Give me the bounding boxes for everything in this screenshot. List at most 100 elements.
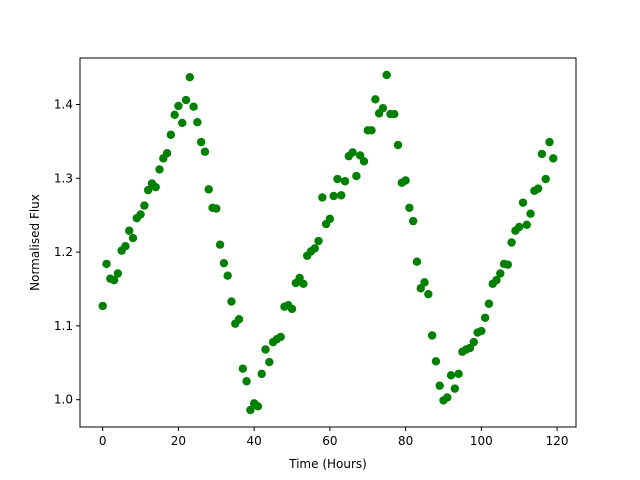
data-point: [371, 95, 380, 104]
data-point: [484, 299, 494, 308]
data-point: [253, 402, 263, 411]
x-axis-label: Time (Hours): [288, 457, 367, 471]
data-point: [215, 240, 225, 249]
data-point: [299, 279, 308, 289]
data-point: [405, 203, 414, 213]
data-point: [480, 313, 490, 322]
data-point: [200, 147, 210, 156]
data-point: [503, 260, 513, 269]
data-point: [265, 357, 274, 367]
data-point: [348, 148, 357, 157]
data-point: [424, 289, 433, 299]
x-tick-label: 80: [398, 434, 413, 448]
data-point: [541, 174, 550, 184]
data-point: [174, 101, 183, 111]
data-point: [246, 405, 255, 415]
y-tick-label: 1.0: [54, 393, 73, 407]
data-point: [477, 326, 486, 336]
data-point: [492, 275, 501, 285]
data-point: [435, 381, 444, 390]
y-axis: 1.0 1.1 1.2 1.3 1.4: [54, 97, 80, 407]
data-point: [234, 315, 244, 324]
data-point: [522, 220, 531, 229]
data-point: [325, 214, 335, 224]
data-point: [125, 226, 134, 235]
data-point: [102, 259, 111, 269]
data-point: [113, 269, 123, 278]
data-point: [367, 126, 376, 135]
data-point: [412, 257, 422, 266]
data-point: [219, 258, 229, 268]
data-point: [143, 185, 153, 195]
data-point: [549, 154, 558, 163]
data-point: [128, 233, 138, 243]
data-point: [227, 297, 236, 306]
data-point: [408, 216, 418, 226]
data-point: [261, 345, 270, 354]
y-axis-label: Normalised Flux: [28, 194, 42, 291]
data-point: [318, 193, 327, 202]
data-point: [446, 371, 456, 380]
x-tick-label: 120: [546, 434, 569, 448]
data-point: [378, 103, 388, 113]
data-point: [427, 331, 437, 340]
x-tick-label: 60: [322, 434, 337, 448]
data-point: [287, 304, 297, 314]
data-point: [162, 149, 172, 158]
data-point: [333, 174, 342, 184]
data-point: [469, 337, 478, 347]
data-point: [155, 165, 164, 174]
y-tick-label: 1.1: [54, 319, 73, 333]
data-point: [223, 271, 232, 280]
data-point: [533, 184, 543, 193]
data-point: [454, 369, 463, 379]
data-point: [507, 238, 516, 247]
data-point: [537, 149, 547, 159]
data-point: [526, 209, 535, 218]
data-point: [181, 95, 191, 105]
data-point: [382, 70, 391, 80]
data-point: [401, 176, 410, 185]
data-point: [212, 204, 221, 213]
data-point: [340, 177, 350, 186]
data-point: [166, 130, 176, 139]
data-point: [314, 236, 323, 246]
data-point: [121, 241, 130, 251]
data-points: [98, 70, 558, 415]
data-point: [189, 102, 198, 111]
y-tick-label: 1.3: [54, 171, 73, 185]
data-point: [359, 157, 369, 166]
data-point: [193, 118, 202, 127]
data-point: [310, 244, 319, 253]
data-point: [204, 185, 213, 194]
data-point: [178, 118, 187, 128]
data-point: [257, 369, 266, 379]
x-tick-label: 100: [470, 434, 493, 448]
x-tick-label: 20: [171, 434, 186, 448]
data-point: [390, 109, 399, 119]
data-point: [352, 171, 361, 181]
x-tick-label: 40: [247, 434, 262, 448]
data-point: [515, 222, 524, 232]
data-point: [443, 393, 452, 402]
y-tick-label: 1.2: [54, 245, 73, 259]
data-point: [136, 210, 145, 219]
data-point: [450, 384, 460, 393]
data-point: [276, 332, 285, 342]
data-point: [518, 198, 528, 207]
data-point: [185, 72, 194, 82]
data-point: [420, 278, 429, 287]
data-point: [393, 140, 403, 150]
data-point: [109, 275, 119, 285]
data-point: [98, 301, 107, 311]
data-point: [151, 182, 160, 192]
x-tick-label: 0: [99, 434, 107, 448]
data-point: [545, 137, 554, 147]
data-point: [196, 137, 206, 147]
data-point: [242, 377, 251, 386]
data-point: [431, 357, 441, 366]
x-axis: 0 20 40 60 80 100 120: [99, 427, 569, 448]
plot-frame: [79, 57, 577, 428]
data-point: [329, 191, 338, 201]
